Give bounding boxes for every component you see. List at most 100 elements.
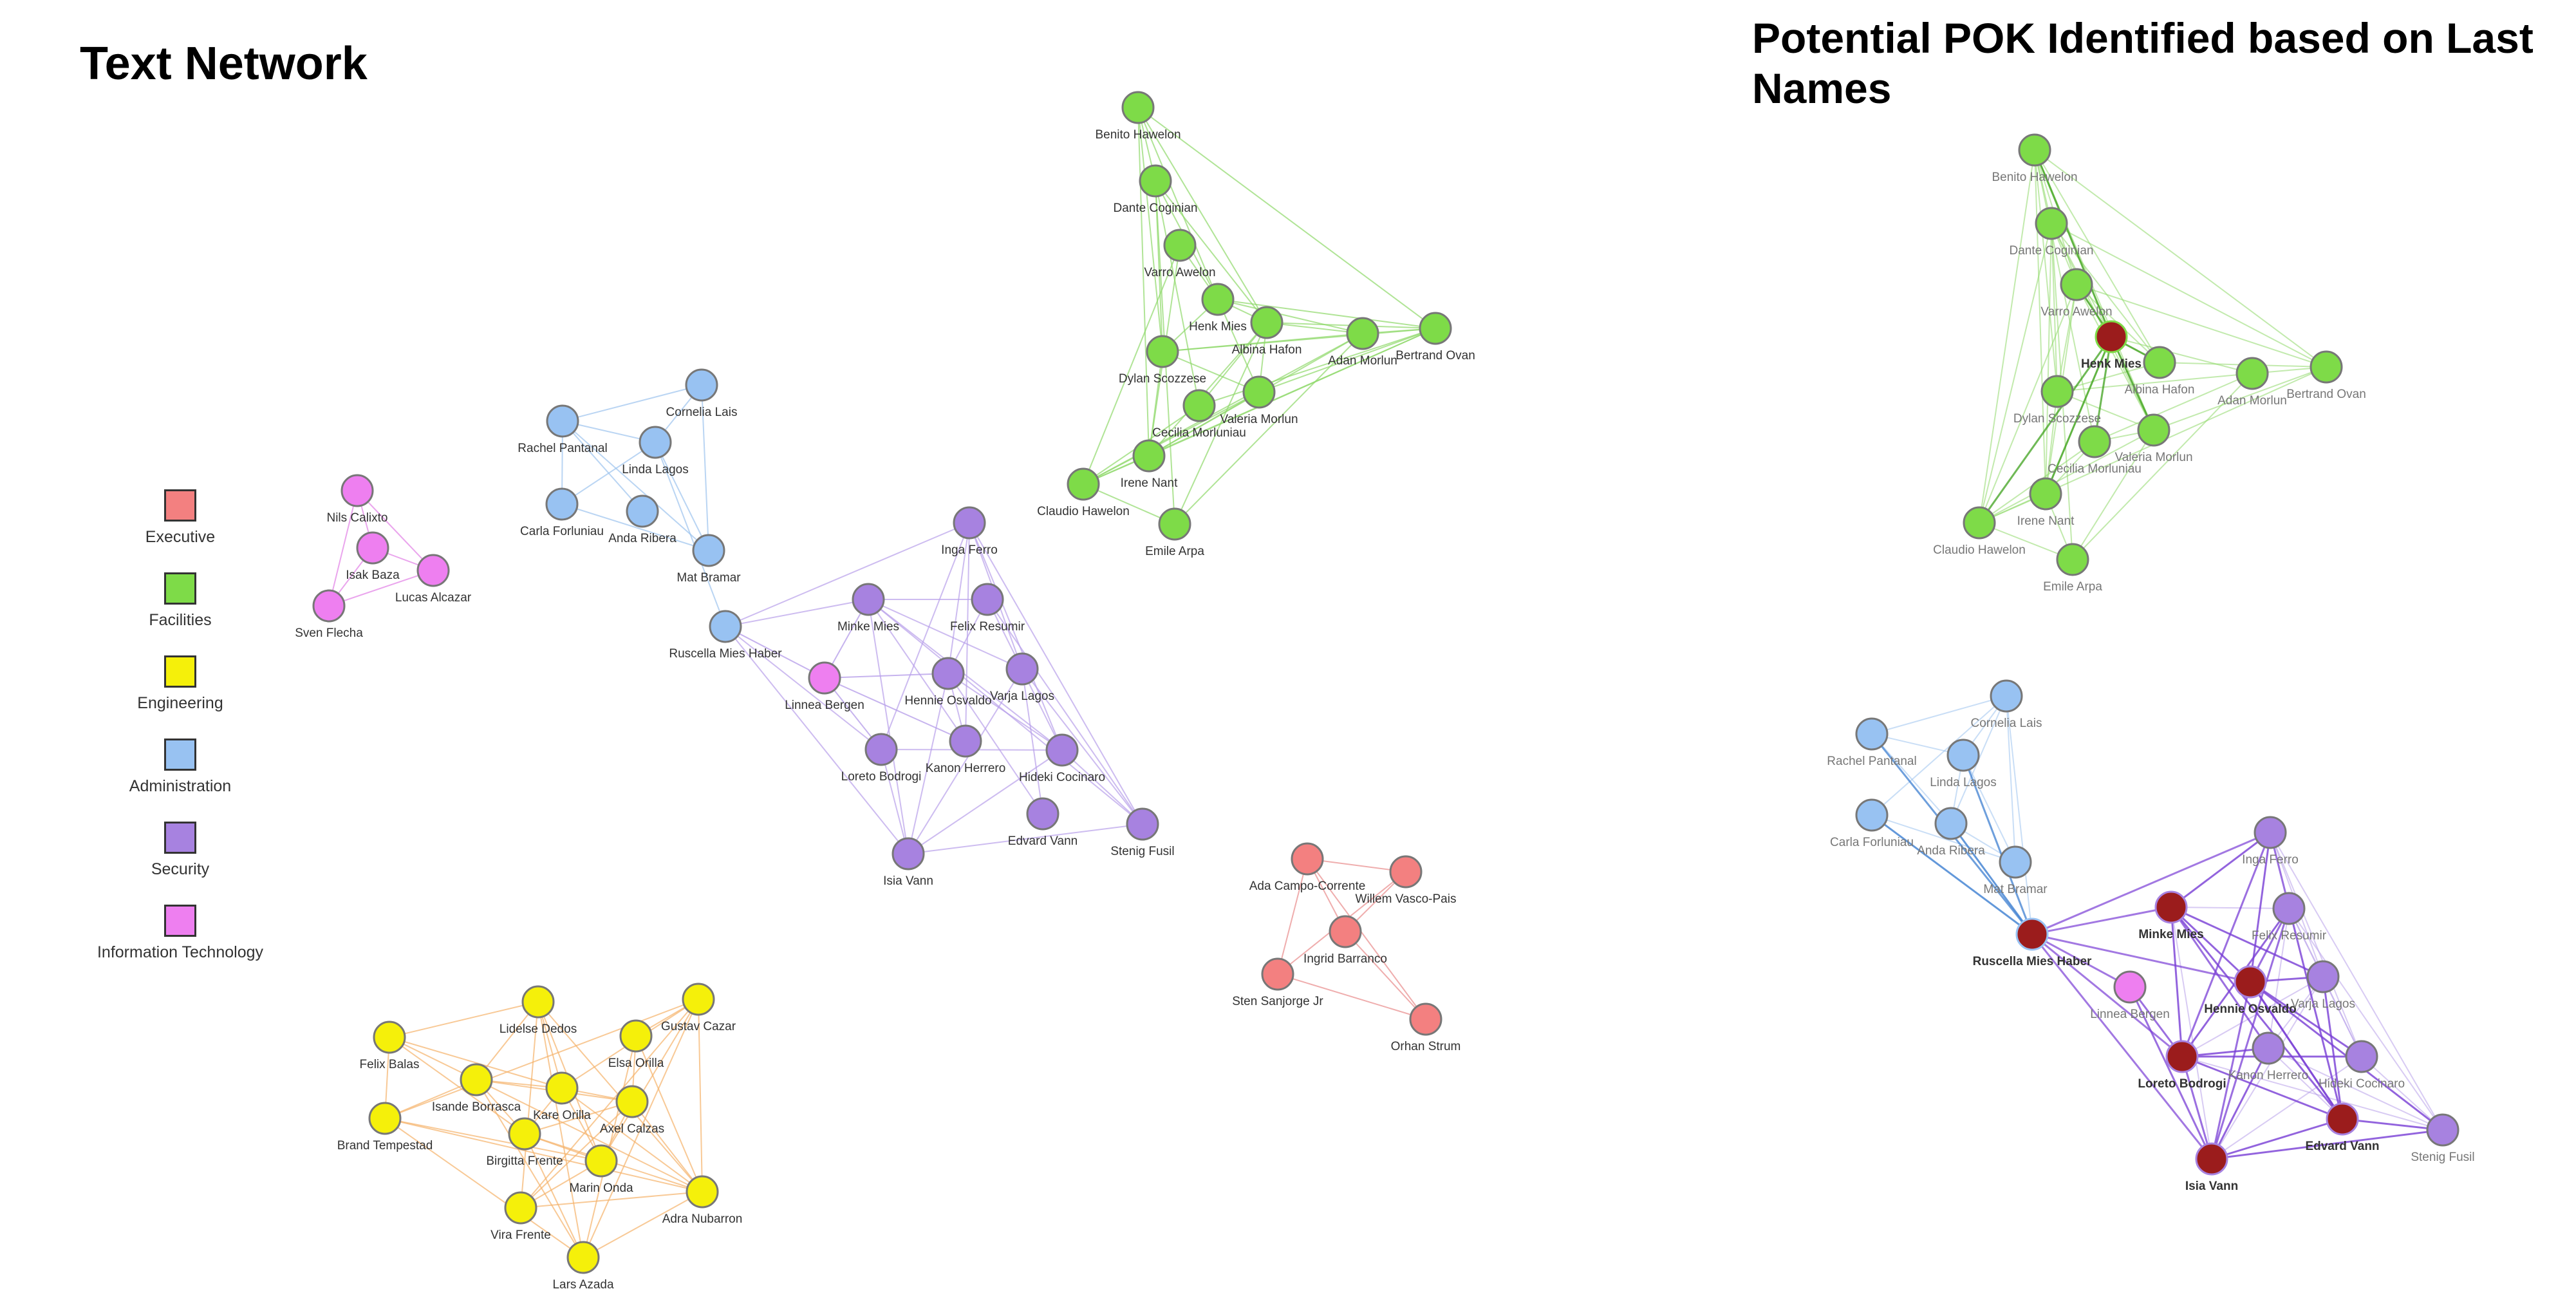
left-node-cecilia-morluniau[interactable]: Cecilia Morluniau <box>1152 389 1246 440</box>
right-node-inga-ferro[interactable]: Inga Ferro <box>2242 816 2299 867</box>
right-node-adan-morlun[interactable]: Adan Morlun <box>2217 357 2287 408</box>
left-node-lidelse-dedos[interactable]: Lidelse Dedos <box>499 985 577 1036</box>
left-node-sven-flecha[interactable]: Sven Flecha <box>295 589 363 640</box>
right-node-label: Cecilia Morluniau <box>2048 462 2142 476</box>
legend-item-security[interactable]: Security <box>77 822 283 905</box>
right-node-isia-vann[interactable]: Isia Vann <box>2185 1142 2238 1193</box>
right-node-irene-nant[interactable]: Irene Nant <box>2017 477 2075 528</box>
left-node-vira-frente[interactable]: Vira Frente <box>490 1191 551 1242</box>
left-node-willem-vasco-pais[interactable]: Willem Vasco-Pais <box>1356 855 1457 906</box>
right-edge <box>2181 976 2324 1057</box>
right-node-hideki-cocinaro[interactable]: Hideki Cocinaro <box>2319 1040 2405 1091</box>
left-node-albina-hafon[interactable]: Albina Hafon <box>1232 306 1302 357</box>
right-node-hennie-osvaldo[interactable]: Hennie Osvaldo <box>2204 965 2297 1016</box>
left-node-ada-campo-corrente[interactable]: Ada Campo-Corrente <box>1249 842 1366 893</box>
left-node-varja-lagos[interactable]: Varja Lagos <box>990 652 1054 703</box>
left-node-edvard-vann[interactable]: Edvard Vann <box>1008 797 1078 848</box>
right-node-varja-lagos[interactable]: Varja Lagos <box>2291 960 2355 1011</box>
legend-item-administration[interactable]: Administration <box>77 739 283 822</box>
right-node-cecilia-morluniau[interactable]: Cecilia Morluniau <box>2048 425 2142 476</box>
left-node-nils-calixto[interactable]: Nils Calixto <box>326 474 388 525</box>
left-node-brand-tempestad[interactable]: Brand Tempestad <box>337 1102 433 1153</box>
legend-item-information-technology[interactable]: Information Technology <box>77 905 283 988</box>
left-node-kare-orilla[interactable]: Kare Orilla <box>533 1071 591 1122</box>
right-node-emile-arpa[interactable]: Emile Arpa <box>2043 543 2102 594</box>
right-node-label: Carla Forluniau <box>1830 836 1914 849</box>
left-node-hennie-osvaldo[interactable]: Hennie Osvaldo <box>904 657 992 708</box>
right-node-edvard-vann[interactable]: Edvard Vann <box>2305 1102 2380 1153</box>
left-node-cornelia-lais[interactable]: Cornelia Lais <box>666 368 738 419</box>
right-node-bertrand-ovan[interactable]: Bertrand Ovan <box>2286 350 2366 401</box>
left-node-rachel-pantanal[interactable]: Rachel Pantanal <box>518 404 608 455</box>
right-node-valeria-morlun[interactable]: Valeria Morlun <box>2114 413 2193 464</box>
right-node-anda-ribera[interactable]: Anda Ribera <box>1917 807 1985 858</box>
right-node-albina-hafon[interactable]: Albina Hafon <box>2125 346 2195 397</box>
right-node-cornelia-lais[interactable]: Cornelia Lais <box>1971 679 2042 730</box>
left-node-label: Gustav Cazar <box>661 1020 736 1033</box>
right-node-linnea-bergen[interactable]: Linnea Bergen <box>2090 970 2170 1021</box>
left-node-sten-sanjorge-jr[interactable]: Sten Sanjorge Jr <box>1232 957 1323 1008</box>
left-node-marin-onda[interactable]: Marin Onda <box>569 1144 633 1195</box>
left-node-valeria-morlun[interactable]: Valeria Morlun <box>1220 375 1298 426</box>
right-node-stenig-fusil[interactable]: Stenig Fusil <box>2411 1113 2475 1164</box>
left-node-adra-nubarron[interactable]: Adra Nubarron <box>662 1175 743 1226</box>
legend-item-engineering[interactable]: Engineering <box>77 655 283 739</box>
left-node-felix-balas[interactable]: Felix Balas <box>360 1021 420 1071</box>
legend-item-facilities[interactable]: Facilities <box>77 572 283 655</box>
left-node-ruscella-mies-haber[interactable]: Ruscella Mies Haber <box>669 610 782 661</box>
left-node-birgitta-frente[interactable]: Birgitta Frente <box>486 1117 563 1168</box>
right-node-kanon-herrero[interactable]: Kanon Herrero <box>2228 1031 2309 1082</box>
left-node-orhan-strum[interactable]: Orhan Strum <box>1391 1002 1461 1053</box>
left-node-inga-ferro[interactable]: Inga Ferro <box>941 506 998 557</box>
left-node-circle <box>1045 733 1079 767</box>
left-node-felix-resumir[interactable]: Felix Resumir <box>950 583 1025 634</box>
left-node-elsa-orilla[interactable]: Elsa Orilla <box>608 1019 664 1070</box>
left-node-loreto-bodrogi[interactable]: Loreto Bodrogi <box>841 733 922 784</box>
left-node-irene-nant[interactable]: Irene Nant <box>1121 439 1178 490</box>
left-node-kanon-herrero[interactable]: Kanon Herrero <box>926 724 1006 775</box>
left-node-stenig-fusil[interactable]: Stenig Fusil <box>1110 807 1175 858</box>
left-node-bertrand-ovan[interactable]: Bertrand Ovan <box>1395 312 1475 362</box>
legend-item-executive[interactable]: Executive <box>77 489 283 572</box>
left-node-adan-morlun[interactable]: Adan Morlun <box>1328 317 1397 368</box>
left-node-claudio-hawelon[interactable]: Claudio Hawelon <box>1037 467 1130 518</box>
left-node-emile-arpa[interactable]: Emile Arpa <box>1145 507 1204 558</box>
left-node-henk-mies[interactable]: Henk Mies <box>1189 283 1247 334</box>
left-node-linda-lagos[interactable]: Linda Lagos <box>622 426 689 476</box>
right-node-henk-mies[interactable]: Henk Mies <box>2081 320 2142 371</box>
left-node-dylan-scozzese[interactable]: Dylan Scozzese <box>1119 335 1206 386</box>
left-node-isia-vann[interactable]: Isia Vann <box>883 837 933 888</box>
right-node-linda-lagos[interactable]: Linda Lagos <box>1930 739 1997 789</box>
right-node-minke-mies[interactable]: Minke Mies <box>2138 890 2204 941</box>
right-node-ruscella-mies-haber[interactable]: Ruscella Mies Haber <box>1973 917 2092 968</box>
right-node-loreto-bodrogi[interactable]: Loreto Bodrogi <box>2138 1040 2226 1091</box>
left-node-dante-coginian[interactable]: Dante Coginian <box>1114 164 1198 215</box>
right-node-dante-coginian[interactable]: Dante Coginian <box>2010 207 2094 258</box>
left-node-benito-hawelon[interactable]: Benito Hawelon <box>1095 91 1181 142</box>
right-node-label: Inga Ferro <box>2242 853 2299 867</box>
left-node-gustav-cazar[interactable]: Gustav Cazar <box>661 983 736 1033</box>
left-node-mat-bramar[interactable]: Mat Bramar <box>677 534 741 585</box>
left-node-lucas-alcazar[interactable]: Lucas Alcazar <box>395 554 472 605</box>
right-node-dylan-scozzese[interactable]: Dylan Scozzese <box>2013 375 2101 426</box>
left-node-isak-baza[interactable]: Isak Baza <box>346 531 400 582</box>
left-node-hideki-cocinaro[interactable]: Hideki Cocinaro <box>1019 733 1105 784</box>
right-node-carla-forluniau[interactable]: Carla Forluniau <box>1830 798 1914 849</box>
right-node-benito-hawelon[interactable]: Benito Hawelon <box>1992 133 2078 184</box>
left-edge <box>1217 299 1363 334</box>
left-node-minke-mies[interactable]: Minke Mies <box>837 583 899 634</box>
left-node-anda-ribera[interactable]: Anda Ribera <box>608 494 677 545</box>
left-node-varro-awelon[interactable]: Varro Awelon <box>1144 229 1216 279</box>
right-node-varro-awelon[interactable]: Varro Awelon <box>2040 268 2113 319</box>
left-node-carla-forluniau[interactable]: Carla Forluniau <box>520 487 604 538</box>
left-node-lars-azada[interactable]: Lars Azada <box>552 1241 614 1289</box>
right-node-label: Minke Mies <box>2138 928 2203 941</box>
left-node-axel-calzas[interactable]: Axel Calzas <box>600 1085 664 1136</box>
right-node-claudio-hawelon[interactable]: Claudio Hawelon <box>1933 506 2026 557</box>
right-node-rachel-pantanal[interactable]: Rachel Pantanal <box>1827 717 1917 768</box>
left-node-linnea-bergen[interactable]: Linnea Bergen <box>785 661 864 712</box>
left-node-isande-borrasca[interactable]: Isande Borrasca <box>432 1063 521 1114</box>
left-node-ingrid-barranco[interactable]: Ingrid Barranco <box>1303 915 1387 966</box>
right-node-mat-bramar[interactable]: Mat Bramar <box>1983 845 2048 896</box>
right-node-felix-resumir[interactable]: Felix Resumir <box>2252 892 2327 943</box>
